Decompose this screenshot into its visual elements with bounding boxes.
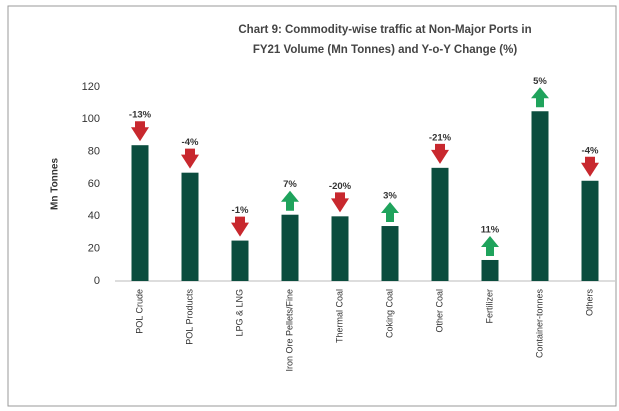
change-arrow xyxy=(231,216,249,237)
x-tick-label: LPG & LNG xyxy=(234,289,244,337)
y-tick-label: 60 xyxy=(88,178,100,190)
bar xyxy=(581,180,599,281)
x-tick-label: Iron Ore Pellets/Fine xyxy=(284,289,294,372)
y-tick-label: 40 xyxy=(88,210,100,222)
change-arrow xyxy=(481,235,499,256)
change-label: 7% xyxy=(283,179,297,190)
change-arrow xyxy=(381,202,399,223)
bar xyxy=(131,145,149,281)
y-tick-label: 100 xyxy=(82,113,100,125)
bar xyxy=(481,259,499,281)
bar xyxy=(231,240,249,281)
x-tick-label: Fertilizer xyxy=(484,289,494,324)
y-axis-label: Mn Tonnes xyxy=(50,158,61,210)
frame xyxy=(7,5,617,407)
x-tick-label: POL Products xyxy=(184,289,194,345)
y-tick-label: 0 xyxy=(94,275,100,287)
x-tick-label: Thermal Coal xyxy=(334,289,344,343)
change-label: -4% xyxy=(182,137,199,148)
change-label: -13% xyxy=(129,110,152,121)
change-arrow xyxy=(431,143,449,164)
bar xyxy=(181,172,199,281)
bar xyxy=(331,216,349,281)
change-label: 11% xyxy=(481,224,500,235)
x-tick-label: POL Crude xyxy=(134,289,144,334)
y-tick-label: 120 xyxy=(82,81,100,93)
x-tick-label: Coking Coal xyxy=(384,289,394,338)
change-label: -4% xyxy=(582,145,599,156)
chart-title: Chart 9: Commodity-wise traffic at Non-M… xyxy=(238,24,531,36)
bar xyxy=(381,226,399,281)
change-arrow xyxy=(131,121,149,142)
change-arrow xyxy=(331,192,349,213)
change-label: -1% xyxy=(232,205,249,216)
change-arrow xyxy=(181,148,199,169)
bar xyxy=(281,214,299,281)
x-tick-label: Other Coal xyxy=(434,289,444,333)
change-label: -21% xyxy=(429,132,452,143)
change-label: 3% xyxy=(383,191,397,202)
chart-subtitle: FY21 Volume (Mn Tonnes) and Y-o-Y Change… xyxy=(253,44,517,56)
y-tick-label: 20 xyxy=(88,243,100,255)
bar xyxy=(531,111,549,281)
x-tick-label: Others xyxy=(584,289,594,317)
x-tick-label: Container-tonnes xyxy=(534,289,544,359)
change-label: -20% xyxy=(329,181,352,192)
change-label: 5% xyxy=(533,76,547,87)
change-arrow xyxy=(281,190,299,211)
y-tick-label: 80 xyxy=(88,146,100,158)
change-arrow xyxy=(531,87,549,108)
change-arrow xyxy=(581,156,599,177)
bar xyxy=(431,167,449,281)
